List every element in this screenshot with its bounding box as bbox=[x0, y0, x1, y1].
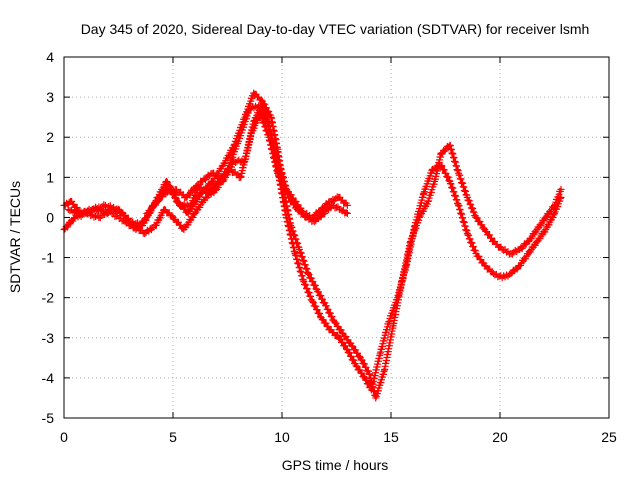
data-points bbox=[60, 89, 565, 402]
y-tick-label: 1 bbox=[46, 169, 54, 185]
series-points bbox=[60, 89, 565, 402]
y-tick-label: 3 bbox=[46, 89, 54, 105]
y-tick-label: 4 bbox=[46, 49, 54, 65]
y-tick-label: 2 bbox=[46, 129, 54, 145]
chart-title: Day 345 of 2020, Sidereal Day-to-day VTE… bbox=[81, 21, 590, 37]
y-tick-label: 0 bbox=[46, 209, 54, 225]
x-tick-label: 15 bbox=[383, 429, 399, 445]
y-tick-label: -2 bbox=[42, 290, 55, 306]
x-tick-label: 20 bbox=[492, 429, 508, 445]
y-tick-label: -1 bbox=[42, 250, 55, 266]
x-tick-label: 10 bbox=[274, 429, 290, 445]
x-tick-label: 0 bbox=[60, 429, 68, 445]
series-points bbox=[60, 101, 565, 394]
y-tick-label: -5 bbox=[42, 410, 55, 426]
x-tick-label: 5 bbox=[169, 429, 177, 445]
x-tick-label: 25 bbox=[601, 429, 617, 445]
y-axis-label: SDTVAR / TECUs bbox=[7, 181, 23, 293]
series-points bbox=[143, 101, 351, 225]
data-series bbox=[143, 101, 351, 225]
y-tick-label: -4 bbox=[42, 370, 55, 386]
data-series bbox=[60, 101, 565, 394]
data-series bbox=[60, 89, 565, 402]
x-axis-label: GPS time / hours bbox=[282, 457, 389, 473]
y-tick-label: -3 bbox=[42, 330, 55, 346]
plot-frame bbox=[63, 56, 610, 419]
grid bbox=[64, 57, 609, 418]
